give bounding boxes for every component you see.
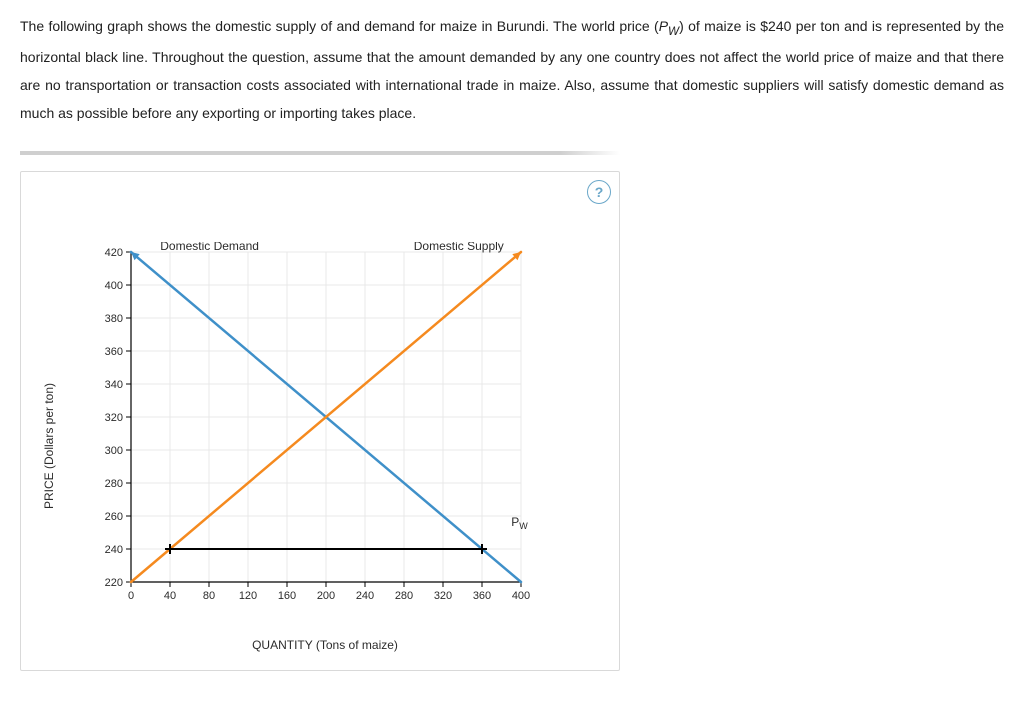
svg-text:280: 280 <box>395 590 413 602</box>
svg-text:80: 80 <box>203 590 215 602</box>
svg-text:320: 320 <box>105 412 123 424</box>
chart-svg[interactable]: 0 40 80 120 160 200 240 280 320 360 400 220 240 260 28… <box>91 242 581 622</box>
svg-text:120: 120 <box>239 590 257 602</box>
svg-text:0: 0 <box>128 590 134 602</box>
section-divider <box>20 151 620 155</box>
svg-text:380: 380 <box>105 313 123 325</box>
svg-text:420: 420 <box>105 247 123 259</box>
svg-text:160: 160 <box>278 590 296 602</box>
question-text: The following graph shows the domestic s… <box>20 12 1004 127</box>
help-button[interactable]: ? <box>587 180 611 204</box>
svg-text:40: 40 <box>164 590 176 602</box>
svg-text:320: 320 <box>434 590 452 602</box>
svg-text:360: 360 <box>105 346 123 358</box>
svg-text:220: 220 <box>105 577 123 589</box>
svg-text:200: 200 <box>317 590 335 602</box>
svg-text:240: 240 <box>356 590 374 602</box>
svg-text:360: 360 <box>473 590 491 602</box>
pw-symbol: P <box>659 18 668 34</box>
chart-card: ? PRICE (Dollars per ton) QUANTITY (Tons… <box>20 171 620 671</box>
svg-text:260: 260 <box>105 511 123 523</box>
svg-text:240: 240 <box>105 544 123 556</box>
svg-text:340: 340 <box>105 379 123 391</box>
chart-area: PRICE (Dollars per ton) QUANTITY (Tons o… <box>51 242 599 650</box>
intro-pre: The following graph shows the domestic s… <box>20 18 659 34</box>
pw-sub: W <box>668 25 679 38</box>
label-domestic-supply: Domestic Supply <box>414 242 504 253</box>
svg-text:400: 400 <box>105 280 123 292</box>
y-axis-label: PRICE (Dollars per ton) <box>42 383 56 509</box>
svg-text:300: 300 <box>105 445 123 457</box>
svg-text:400: 400 <box>512 590 530 602</box>
x-axis-label: QUANTITY (Tons of maize) <box>252 638 398 652</box>
label-domestic-demand: Domestic Demand <box>160 242 259 253</box>
svg-text:PW: PW <box>511 515 528 531</box>
svg-text:280: 280 <box>105 478 123 490</box>
